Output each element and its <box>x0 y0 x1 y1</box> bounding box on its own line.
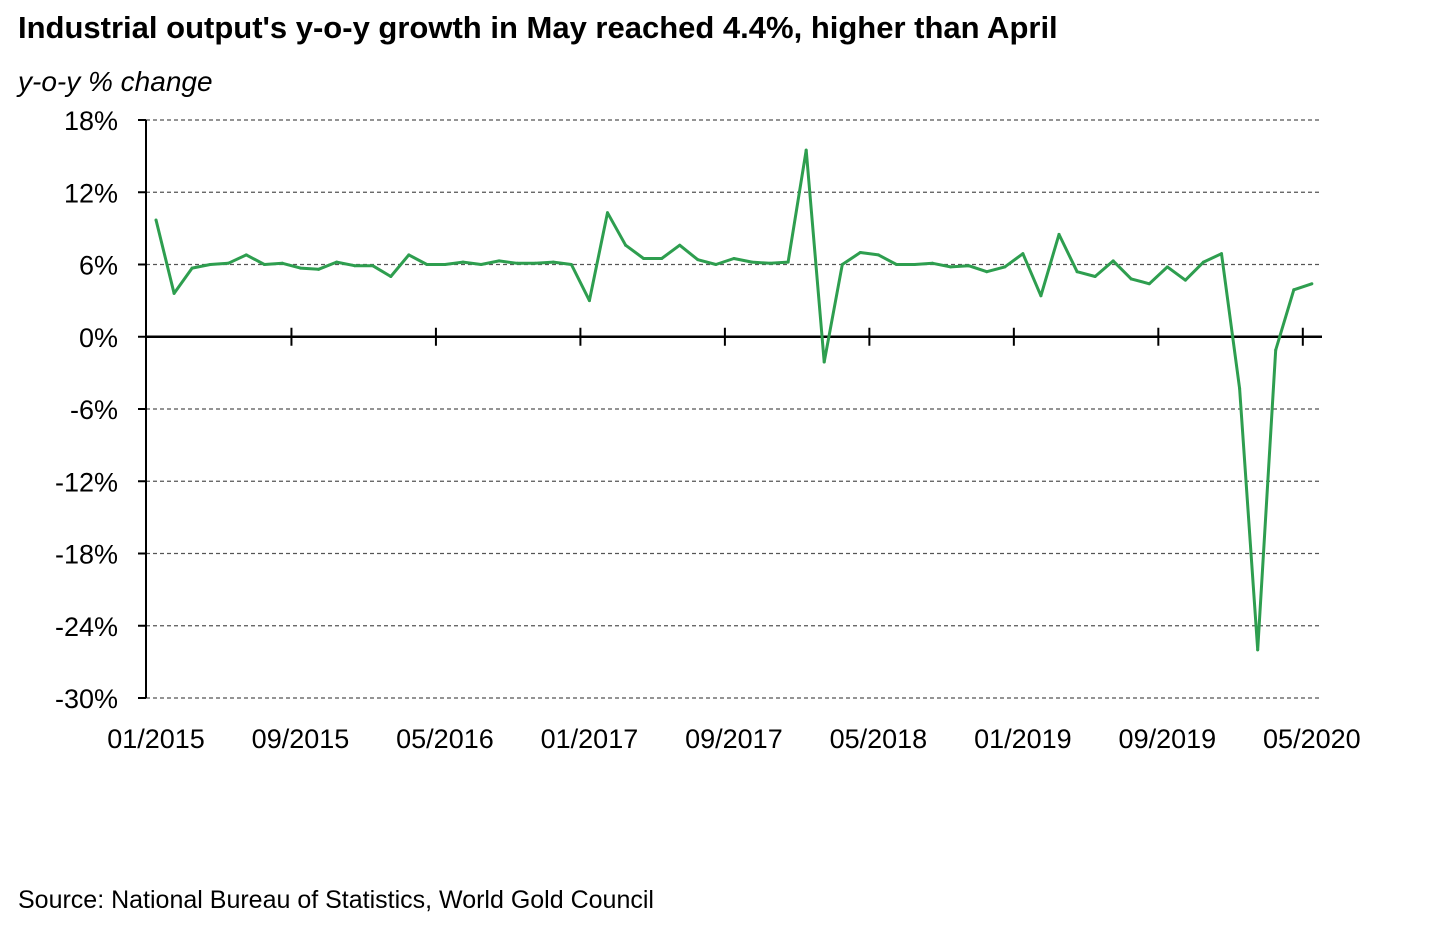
series-line <box>154 148 1313 652</box>
data-point <box>786 260 790 264</box>
y-tick-label: -30% <box>55 684 118 714</box>
data-point <box>1129 277 1133 281</box>
data-point <box>425 263 429 266</box>
x-tick-label: 05/2018 <box>830 724 928 754</box>
data-point <box>840 263 844 266</box>
data-point <box>335 260 339 264</box>
y-tick-label: -12% <box>55 467 118 497</box>
data-point <box>569 263 573 266</box>
y-tick-label: -6% <box>70 395 118 425</box>
data-point <box>244 253 248 257</box>
data-point <box>551 260 555 264</box>
data-point <box>1310 282 1314 286</box>
y-axis-label: y-o-y % change <box>18 66 213 97</box>
data-point <box>696 258 700 262</box>
data-point <box>587 299 591 303</box>
data-point <box>876 253 880 257</box>
data-point <box>1111 259 1115 263</box>
data-point <box>317 267 321 271</box>
data-point <box>894 263 898 266</box>
data-point <box>1021 252 1025 256</box>
data-point <box>208 263 212 266</box>
data-point <box>768 261 772 265</box>
y-tick-label: -24% <box>55 612 118 642</box>
data-point <box>660 256 664 260</box>
data-point <box>172 291 176 295</box>
data-point <box>1256 648 1260 652</box>
x-tick-label: 05/2020 <box>1263 724 1361 754</box>
data-point <box>1057 232 1061 236</box>
data-point <box>804 148 808 152</box>
data-point <box>714 263 718 266</box>
y-tick-label: 18% <box>64 106 118 136</box>
y-tick-label: 6% <box>79 251 118 281</box>
y-tick-label: -18% <box>55 540 118 570</box>
data-point <box>624 243 628 247</box>
data-point <box>443 263 447 266</box>
data-point <box>967 264 971 268</box>
data-point <box>1039 294 1043 298</box>
data-point <box>678 243 682 247</box>
x-tick-label: 01/2017 <box>541 724 639 754</box>
x-tick-label: 01/2015 <box>107 724 205 754</box>
data-point <box>1165 265 1169 269</box>
data-point <box>298 266 302 270</box>
data-point <box>1003 265 1007 269</box>
data-point <box>226 261 230 265</box>
data-point <box>1075 270 1079 274</box>
data-point <box>479 263 483 266</box>
x-tick-label: 09/2015 <box>252 724 350 754</box>
data-point <box>606 211 609 215</box>
data-point <box>154 218 158 222</box>
data-point <box>985 270 989 274</box>
data-point <box>371 264 375 268</box>
data-point <box>461 260 465 264</box>
data-point <box>262 263 266 266</box>
data-point <box>1147 282 1151 286</box>
x-tick-label: 09/2019 <box>1119 724 1217 754</box>
data-point <box>353 264 357 268</box>
x-tick-label: 09/2017 <box>685 724 783 754</box>
y-tick-label: 0% <box>79 323 118 353</box>
data-point <box>280 261 284 265</box>
data-point <box>858 250 862 254</box>
data-point <box>1238 387 1242 391</box>
data-point <box>750 260 754 264</box>
data-point <box>1220 252 1224 256</box>
data-point <box>1183 278 1187 282</box>
x-tick-label: 05/2016 <box>396 724 494 754</box>
x-tick-label: 01/2019 <box>974 724 1072 754</box>
y-tick-label: 12% <box>64 178 118 208</box>
data-point <box>822 360 826 364</box>
data-point <box>407 253 411 257</box>
data-point <box>515 261 519 265</box>
data-point <box>1201 260 1205 264</box>
data-point <box>931 261 935 265</box>
source-note: Source: National Bureau of Statistics, W… <box>18 886 654 914</box>
data-point <box>1274 348 1278 352</box>
data-point <box>1292 288 1296 292</box>
data-point <box>533 261 537 265</box>
data-point <box>732 256 736 260</box>
data-point <box>642 256 646 260</box>
data-point <box>389 275 393 279</box>
data-point <box>190 266 194 270</box>
data-point <box>497 259 501 263</box>
data-point <box>949 265 953 269</box>
data-point <box>913 263 917 266</box>
chart-title: Industrial output's y-o-y growth in May … <box>18 10 1058 45</box>
data-point <box>1093 275 1097 279</box>
